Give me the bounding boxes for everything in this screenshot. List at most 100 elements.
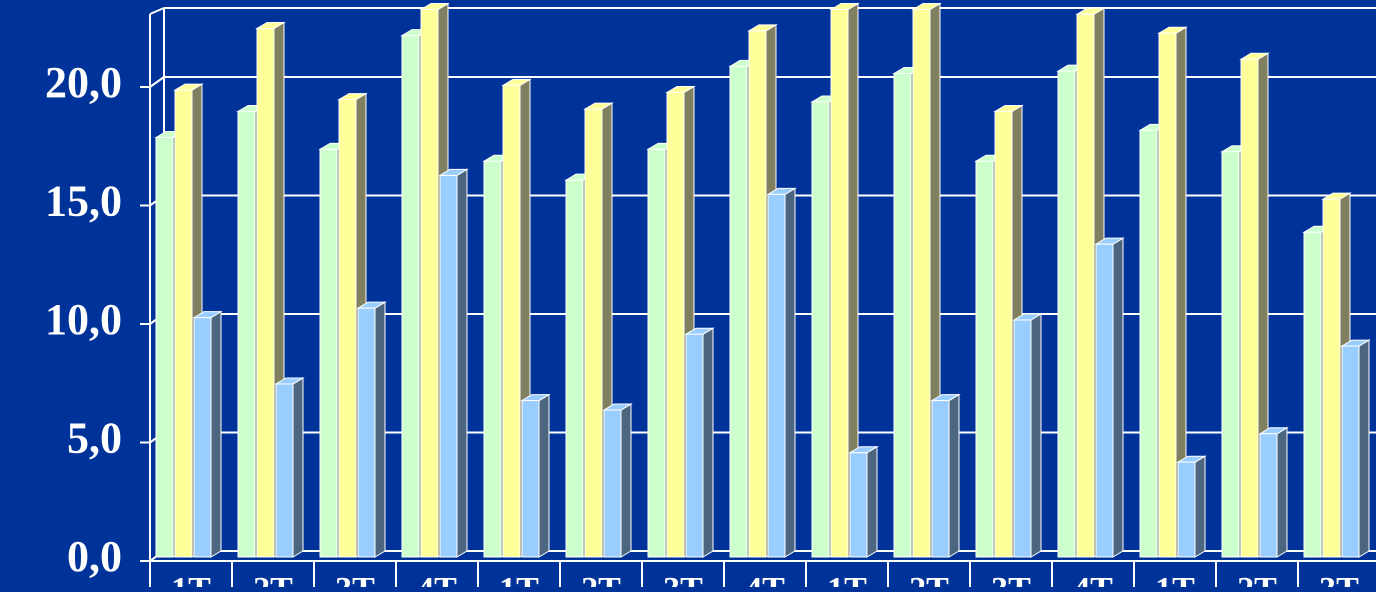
bar-front-face: [893, 73, 912, 558]
bars: [154, 2, 1371, 558]
bar-side-face: [1358, 339, 1370, 558]
bar-side-face: [538, 393, 550, 558]
bar-front-face: [1057, 70, 1076, 558]
bar-front-face: [647, 148, 666, 558]
x-tick-label: 3T: [1319, 571, 1359, 587]
bar-side-face: [702, 327, 714, 558]
bar-front-face: [357, 307, 376, 558]
bar-front-face: [401, 35, 420, 558]
bar-front-face: [502, 84, 521, 558]
bar-front-face: [439, 174, 458, 558]
bar-side-face: [948, 393, 960, 558]
x-tick-label: 4T: [745, 571, 785, 587]
bar-front-face: [729, 65, 748, 558]
bar-series-3: [766, 187, 797, 558]
bar-front-face: [767, 193, 786, 558]
bar-series-3: [684, 327, 715, 558]
y-tick-label: 5,0: [67, 414, 122, 463]
bar-front-face: [1259, 433, 1278, 558]
bar-side-face: [866, 445, 878, 558]
bar-front-face: [1076, 13, 1095, 558]
x-tick-label: 3T: [663, 571, 703, 587]
bar-front-face: [1177, 461, 1196, 558]
bar-front-face: [193, 317, 212, 558]
bar-front-face: [1322, 198, 1341, 558]
bar-front-face: [521, 400, 540, 558]
bar-front-face: [1240, 58, 1259, 558]
x-tick-label: 2T: [253, 571, 293, 587]
axes: [140, 7, 1376, 587]
bar-front-face: [830, 9, 849, 558]
bar-front-face: [483, 160, 502, 558]
x-tick-label: 2T: [1237, 571, 1277, 587]
bar-side-face: [292, 377, 304, 558]
bar-front-face: [155, 137, 174, 558]
y-tick-labels: 0,0 5,0 10,0 15,0 20,0: [45, 58, 122, 581]
gridline-wall-edge: [149, 76, 165, 88]
bar-front-face: [338, 99, 357, 558]
bar-front-face: [237, 110, 256, 558]
x-tick-label: 3T: [335, 571, 375, 587]
bar-side-face: [784, 187, 796, 558]
bar-series-3: [930, 393, 961, 558]
bar-front-face: [1303, 231, 1322, 558]
bar-front-face: [603, 409, 622, 558]
bar-series-3: [520, 393, 551, 558]
x-tick-label: 1T: [1155, 571, 1195, 587]
bar-series-2: [911, 2, 942, 558]
bar-series-3: [274, 377, 305, 558]
x-tick-label: 1T: [499, 571, 539, 587]
x-tick-label: 2T: [581, 571, 621, 587]
bar-front-face: [666, 91, 685, 558]
x-tick-label: 3T: [991, 571, 1031, 587]
bar-series-3: [438, 168, 469, 558]
bar-front-face: [565, 179, 584, 558]
bar-series-2: [1157, 26, 1188, 558]
bar-series-3: [1258, 426, 1289, 558]
y-tick-label: 15,0: [45, 177, 122, 226]
x-tick-labels: 1T 2T 3T 4T 1T 2T 3T 4T 1T 2T 3T 4T 1T 2T 3T: [171, 571, 1359, 592]
bar-side-face: [456, 168, 468, 558]
bar-front-face: [685, 333, 704, 558]
bar-front-face: [174, 89, 193, 558]
bar-front-face: [1139, 129, 1158, 558]
y-tick-label: 20,0: [45, 58, 122, 107]
bar-front-face: [912, 9, 931, 558]
bar-front-face: [1341, 345, 1360, 558]
x-tick-label: 1T: [827, 571, 867, 587]
bar-front-face: [748, 30, 767, 558]
bar-front-face: [584, 108, 603, 558]
bar-front-face: [1221, 151, 1240, 558]
bar-series-3: [1340, 339, 1371, 558]
bar-series-3: [1094, 237, 1125, 558]
bar-side-face: [1112, 237, 1124, 558]
bar-series-3: [602, 403, 633, 558]
bar-front-face: [994, 110, 1013, 558]
bar-side-face: [620, 403, 632, 558]
bar-series-3: [1012, 313, 1043, 558]
bar-series-3: [192, 310, 223, 558]
bar-front-face: [1158, 32, 1177, 558]
bar-side-face: [1194, 455, 1206, 558]
bar-front-face: [275, 383, 294, 558]
y-tick-label: 10,0: [45, 295, 122, 344]
y-axis-top-edge: [149, 7, 165, 15]
bar-front-face: [975, 160, 994, 558]
bar-front-face: [319, 148, 338, 558]
bar-front-face: [1095, 243, 1114, 558]
bar-side-face: [1276, 426, 1288, 558]
bar-side-face: [210, 310, 222, 558]
bar-front-face: [931, 400, 950, 558]
bar-front-face: [849, 452, 868, 558]
x-tick-label: 4T: [1073, 571, 1113, 587]
x-tick-label: 4T: [417, 571, 457, 587]
bar-front-face: [811, 101, 830, 558]
bar-series-3: [356, 301, 387, 558]
x-tick-label: 1T: [171, 571, 211, 587]
bar-series-3: [848, 445, 879, 558]
bar-side-face: [374, 301, 386, 558]
bar-front-face: [1013, 319, 1032, 558]
bar-front-face: [420, 9, 439, 558]
